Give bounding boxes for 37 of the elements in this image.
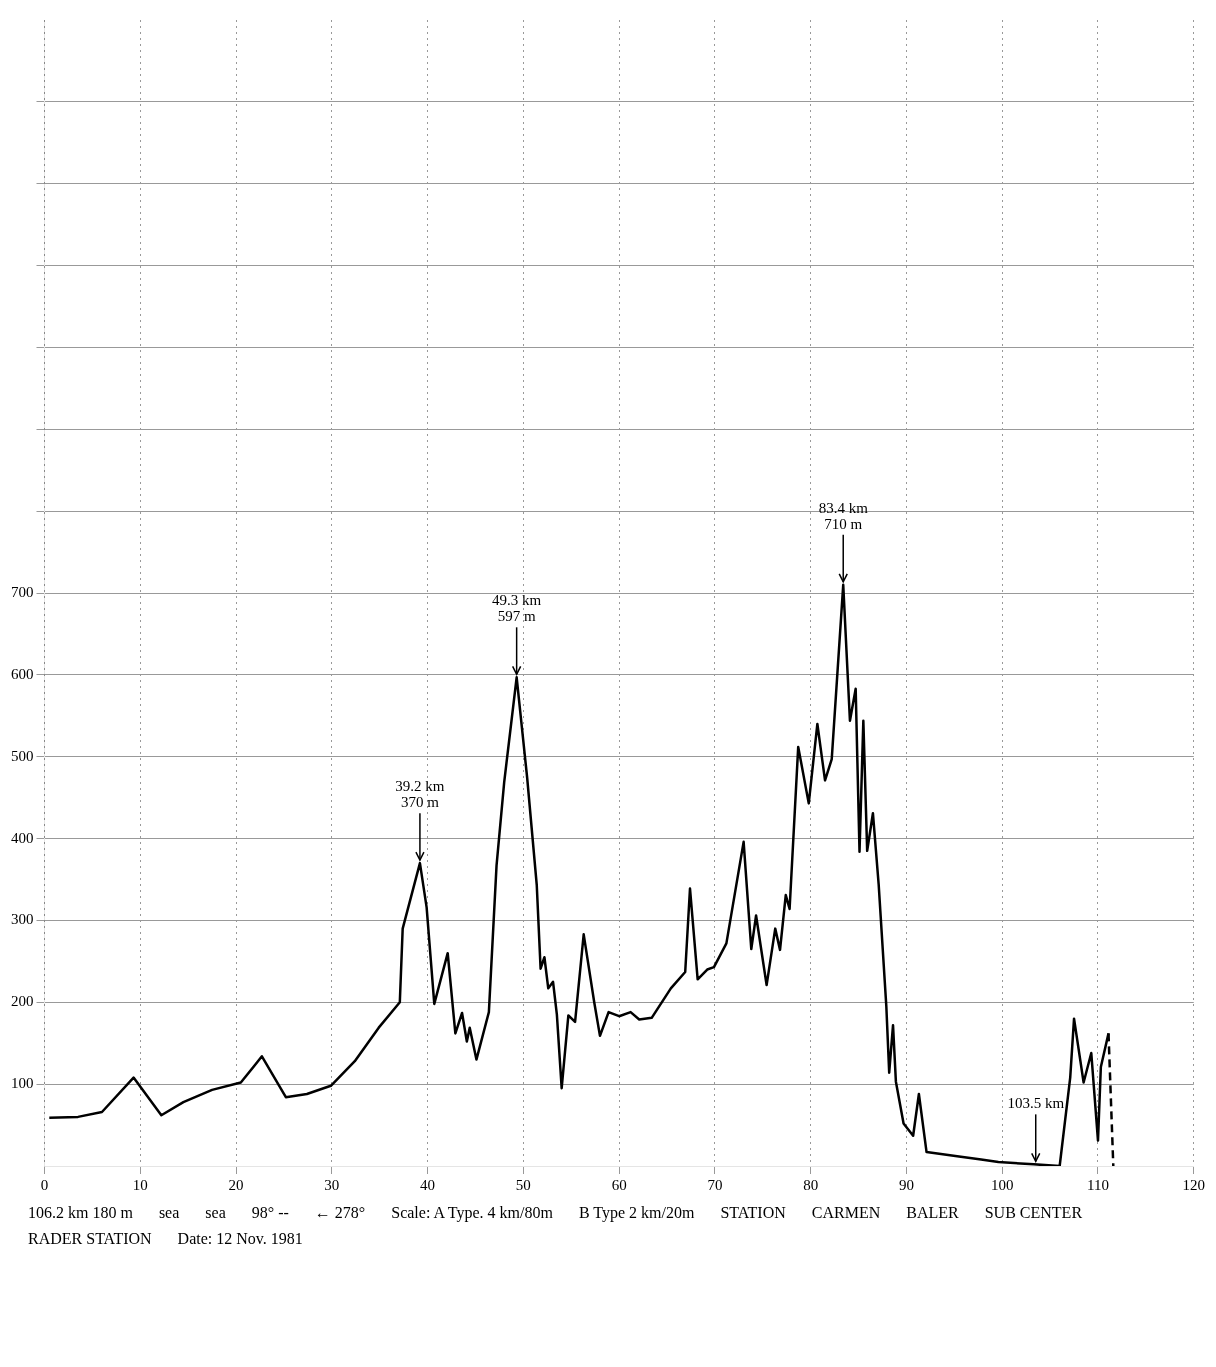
text: 106.2 km 180 m: [28, 1204, 133, 1222]
x-tick-label: 0: [40, 1176, 49, 1193]
annotation: 39.2 km 370 m: [395, 778, 445, 811]
x-tick-label: 50: [515, 1176, 531, 1193]
y-tick-label: 600: [11, 665, 34, 682]
text: sea: [205, 1204, 226, 1222]
x-tick-label: 30: [324, 1176, 340, 1193]
text: sea: [158, 1204, 180, 1222]
text: CARMEN: [811, 1204, 881, 1222]
text: B Type 2 km/20m: [578, 1204, 695, 1222]
text: RADER STATION: [28, 1230, 152, 1248]
x-tick-label: 70: [707, 1176, 723, 1193]
text: 98° --: [251, 1204, 289, 1222]
x-tick-label: 100: [990, 1176, 1014, 1193]
x-tick-label: 110: [1087, 1176, 1109, 1193]
x-tick-label: 120: [1182, 1176, 1205, 1193]
y-tick-label: 100: [11, 1075, 34, 1092]
y-tick-label: 400: [11, 829, 34, 846]
annotation: 83.4 km 710 m: [818, 499, 869, 532]
annotation: 49.3 km 597 m: [492, 592, 542, 625]
text: BALER: [906, 1204, 959, 1222]
y-tick-label: 700: [11, 583, 34, 600]
y-tick-label: 500: [11, 747, 34, 764]
text: STATION: [720, 1204, 786, 1222]
x-tick-label: 90: [898, 1176, 914, 1193]
x-tick-label: 40: [420, 1176, 436, 1193]
x-tick-label: 60: [611, 1176, 627, 1193]
x-tick-label: 80: [803, 1176, 819, 1193]
annotation: 103.5 km: [1007, 1095, 1065, 1112]
x-tick-label: 20: [228, 1176, 244, 1193]
y-tick-label: 200: [11, 993, 34, 1010]
text: Date: 12 Nov. 1981: [177, 1230, 303, 1248]
x-tick-label: 10: [132, 1176, 148, 1193]
text: Scale: A Type. 4 km/80m: [391, 1204, 553, 1222]
text: ← 278°: [314, 1204, 366, 1222]
y-tick-label: 300: [11, 911, 34, 928]
text: SUB CENTER: [984, 1204, 1083, 1222]
